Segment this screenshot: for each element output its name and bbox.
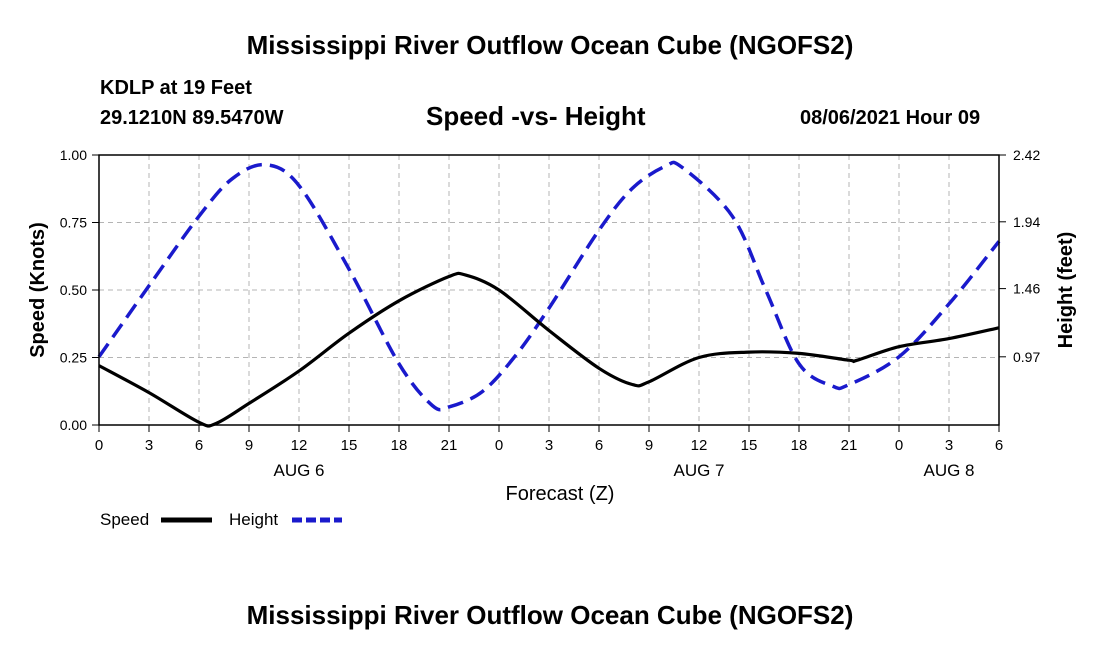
x-axis-label: Forecast (Z) — [506, 483, 615, 505]
y2-axis-label: Height (feet) — [1055, 232, 1077, 349]
y-axis-label: Speed (Knots) — [27, 222, 49, 358]
x-tick-label: 21 — [441, 437, 458, 454]
x-tick-label: 9 — [645, 437, 653, 454]
y-tick-label: 0.25 — [60, 350, 87, 366]
height-series-line — [97, 160, 1001, 412]
forecast-datetime: 08/06/2021 Hour 09 — [800, 107, 981, 129]
x-tick-label: 18 — [391, 437, 408, 454]
axis-layer: 0 3 6 9 12 15 18 21 0 3 6 9 12 15 18 21 0 3 6 0.00 0.25 0.50 0… — [60, 147, 1041, 480]
footer-title: Mississippi River Outflow Ocean Cube (NG… — [246, 600, 854, 630]
x-tick-label: 21 — [841, 437, 858, 454]
y-tick-label: 0.75 — [60, 215, 87, 231]
x-tick-label: 18 — [791, 437, 808, 454]
station-coordinates: 29.1210N 89.5470W — [100, 107, 284, 129]
chart-subtitle: Speed -vs- Height — [426, 101, 646, 131]
date-label: AUG 8 — [923, 461, 974, 480]
legend-speed-label: Speed — [100, 510, 149, 529]
x-tick-label: 0 — [95, 437, 103, 454]
y2-tick-label: 1.46 — [1013, 281, 1040, 297]
y2-tick-label: 2.42 — [1013, 147, 1040, 163]
chart-title: Mississippi River Outflow Ocean Cube (NG… — [246, 30, 854, 60]
y2-tick-label: 1.94 — [1013, 214, 1040, 230]
x-tick-label: 3 — [945, 437, 953, 454]
legend: Speed Height — [100, 510, 342, 529]
series-layer — [97, 160, 1001, 428]
speed-series-line — [98, 271, 1000, 428]
x-tick-label: 15 — [341, 437, 358, 454]
x-tick-label: 6 — [995, 437, 1003, 454]
grid-layer — [99, 155, 999, 425]
x-tick-label: 9 — [245, 437, 253, 454]
y-tick-label: 0.50 — [60, 282, 87, 298]
x-tick-label: 6 — [595, 437, 603, 454]
y2-tick-label: 0.97 — [1013, 349, 1040, 365]
x-tick-label: 0 — [495, 437, 503, 454]
x-tick-label: 15 — [741, 437, 758, 454]
x-tick-label: 0 — [895, 437, 903, 454]
legend-height-label: Height — [229, 510, 278, 529]
y-tick-label: 1.00 — [60, 147, 87, 163]
date-label: AUG 7 — [673, 461, 724, 480]
x-tick-label: 12 — [691, 437, 708, 454]
x-tick-label: 6 — [195, 437, 203, 454]
date-label: AUG 6 — [273, 461, 324, 480]
x-tick-label: 3 — [145, 437, 153, 454]
x-tick-label: 3 — [545, 437, 553, 454]
station-label: KDLP at 19 Feet — [100, 77, 252, 99]
x-tick-label: 12 — [291, 437, 308, 454]
y-tick-label: 0.00 — [60, 417, 87, 433]
